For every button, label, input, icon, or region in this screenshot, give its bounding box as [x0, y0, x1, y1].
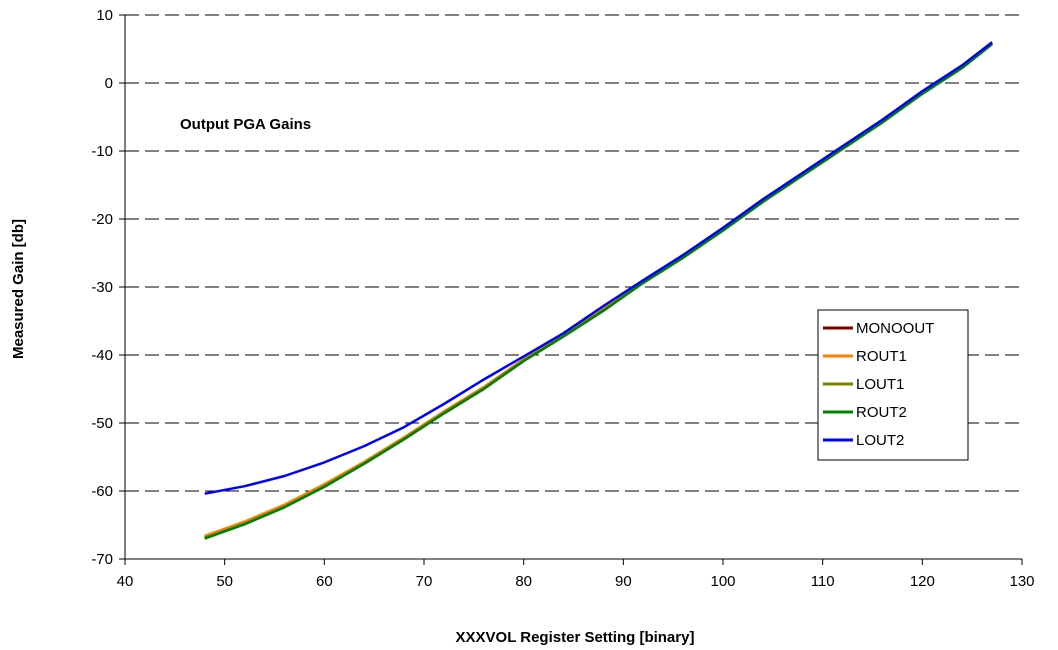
- x-tick-label: 40: [117, 573, 134, 590]
- series-line-lout2: [204, 41, 993, 495]
- legend-label-lout1: LOUT1: [856, 376, 904, 393]
- x-tick-label: 120: [910, 573, 935, 590]
- y-tick-label: -60: [91, 483, 113, 500]
- x-tick-label: 60: [316, 573, 333, 590]
- y-tick-label: -10: [91, 143, 113, 160]
- chart-annotation: Output PGA Gains: [180, 116, 311, 133]
- y-tick-label: 0: [105, 75, 113, 92]
- legend-label-rout1: ROUT1: [856, 348, 907, 365]
- legend: MONOOUT ROUT1 LOUT1 ROUT2 LOUT2: [817, 309, 969, 461]
- y-tick-label: -40: [91, 347, 113, 364]
- legend-label-monoout: MONOOUT: [856, 320, 934, 337]
- x-tick-label: 100: [710, 573, 735, 590]
- y-tick-label: 10: [96, 7, 113, 24]
- y-axis-title: Measured Gain [db]: [10, 219, 27, 359]
- x-tick-label: 110: [811, 573, 835, 590]
- series-lines: [204, 41, 993, 540]
- x-tick-label: 80: [515, 573, 532, 590]
- y-tick-label: -70: [91, 551, 113, 568]
- y-tick-label: -50: [91, 415, 113, 432]
- legend-label-lout2: LOUT2: [856, 432, 904, 449]
- legend-label-rout2: ROUT2: [856, 404, 907, 421]
- x-tick-label: 50: [216, 573, 233, 590]
- y-tick-label: -30: [91, 279, 113, 296]
- y-tick-label: -20: [91, 211, 113, 228]
- x-tick-label: 90: [615, 573, 632, 590]
- x-tick-label: 130: [1009, 573, 1034, 590]
- gridlines: [125, 14, 1022, 492]
- series-line-rout2: [204, 43, 993, 540]
- x-tick-label: 70: [416, 573, 433, 590]
- x-axis-title: XXXVOL Register Setting [binary]: [456, 629, 695, 646]
